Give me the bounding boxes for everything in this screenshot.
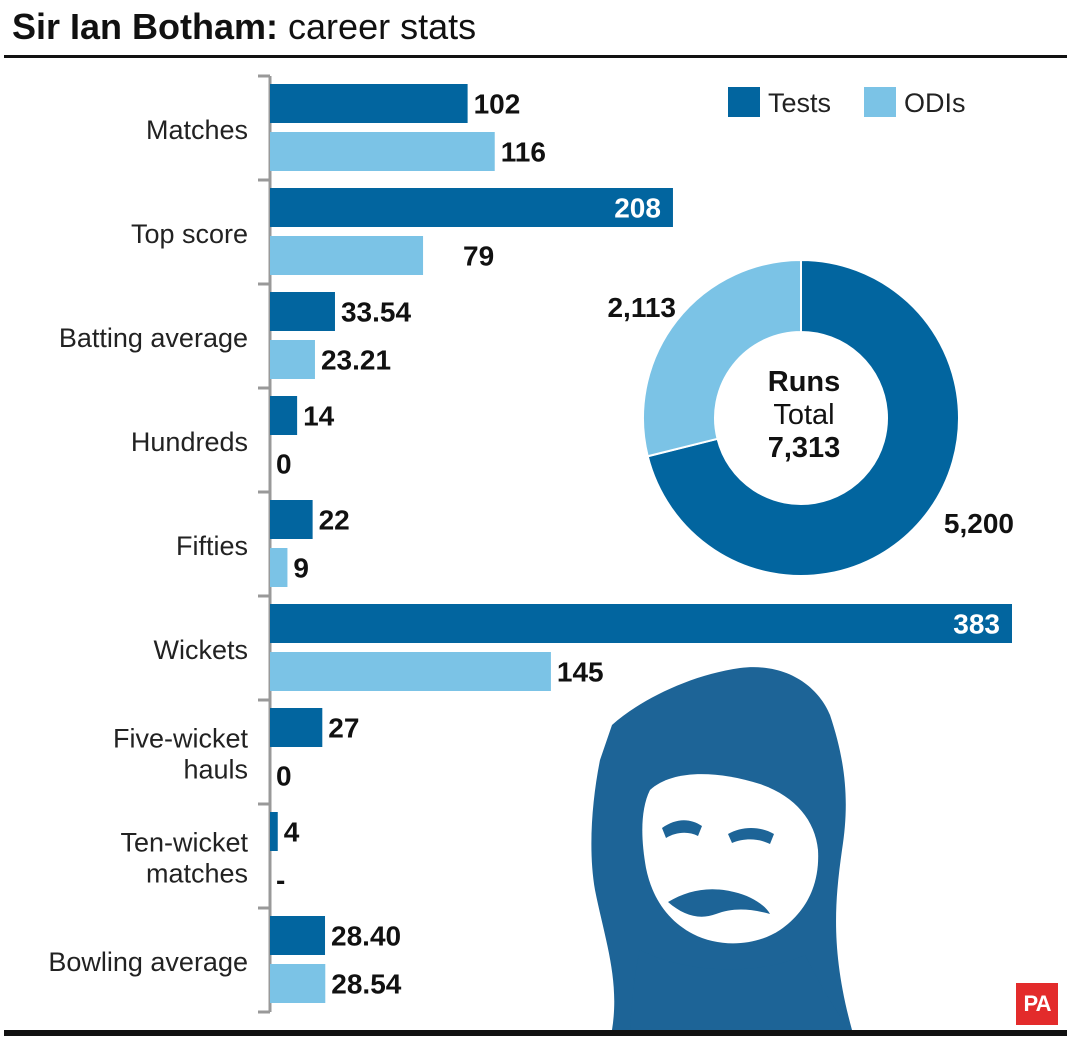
category-label: Wickets (154, 635, 249, 665)
category-label: Top score (131, 219, 248, 249)
top-rule (4, 55, 1067, 58)
category-label: Hundreds (131, 427, 248, 457)
donut-label-tests: 5,200 (944, 508, 1014, 539)
data-label: 27 (328, 713, 359, 744)
bar-tests (270, 292, 335, 331)
page-title: Sir Ian Botham: career stats (12, 4, 476, 52)
data-label: 208 (614, 193, 661, 224)
portrait-illustration (591, 667, 852, 1030)
bar-tests (270, 396, 298, 435)
category-label: Ten-wicket matches (120, 828, 248, 889)
legend-label: Tests (768, 88, 831, 118)
data-label: - (276, 865, 285, 896)
category-label: Fifties (176, 531, 248, 561)
bar-tests (270, 84, 468, 123)
donut-center-value: 7,313 (768, 432, 841, 464)
legend-swatch (728, 87, 760, 117)
portrait-eyes (662, 820, 774, 844)
data-label: 28.54 (331, 969, 401, 1000)
bar-odis (270, 340, 315, 379)
donut-center-subtitle: Total (773, 399, 834, 431)
pa-logo-icon: PA (1016, 983, 1058, 1025)
data-label: 28.40 (331, 921, 401, 952)
category-label: Bowling average (48, 947, 248, 977)
title-bold: Sir Ian Botham: (12, 6, 279, 47)
title-light: career stats (278, 6, 477, 47)
category-label: Five-wicket hauls (113, 724, 249, 785)
donut-slice-odis (642, 258, 802, 458)
bar-tests (270, 812, 278, 851)
bar-odis (270, 236, 424, 275)
legend-label: ODIs (904, 88, 966, 118)
bar-odis (270, 652, 551, 691)
donut-slice-tests (646, 258, 960, 577)
portrait-moustache (668, 889, 770, 917)
data-label: 33.54 (341, 297, 411, 328)
donut-label-odis: 2,113 (607, 292, 676, 323)
category-label: Matches (146, 115, 248, 145)
data-label: 9 (293, 553, 309, 584)
data-label: 79 (463, 241, 494, 272)
bar-tests (270, 708, 323, 747)
bar-tests (270, 916, 326, 955)
bar-odis (270, 964, 326, 1003)
bar-tests (270, 188, 673, 227)
donut-center-title: Runs (768, 366, 841, 398)
data-label: 145 (557, 657, 604, 688)
data-label: 116 (501, 137, 546, 168)
data-label: 4 (284, 817, 300, 848)
bar-odis (270, 548, 288, 587)
bar-tests (270, 500, 313, 539)
bottom-rule (4, 1030, 1067, 1036)
bar-tests (270, 604, 1012, 643)
data-label: 383 (953, 609, 1000, 640)
data-label: 0 (276, 761, 292, 792)
data-label: 23.21 (321, 345, 391, 376)
data-label: 14 (303, 401, 335, 432)
data-label: 0 (276, 449, 292, 480)
bar-odis (270, 132, 495, 171)
legend-swatch (864, 87, 896, 117)
portrait-shirt (630, 950, 850, 1030)
category-label: Batting average (59, 323, 248, 353)
data-label: 102 (474, 89, 521, 120)
data-label: 22 (319, 505, 350, 536)
